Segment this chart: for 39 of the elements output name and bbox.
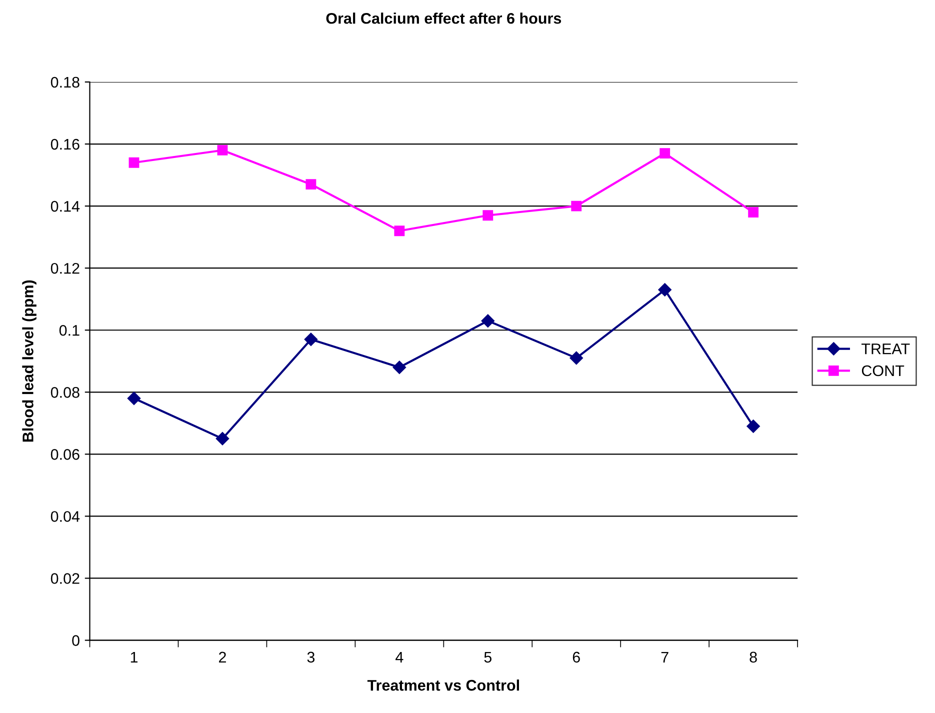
point (128, 157, 140, 168)
y-tick-label: 0.16 (50, 138, 80, 150)
y-tick-label: 0 (72, 635, 80, 646)
point (392, 360, 406, 374)
point (658, 283, 672, 296)
point (217, 145, 228, 156)
y-axis-title: Blood lead level (ppm) (22, 280, 36, 442)
point (481, 314, 494, 328)
legend-label: CONT (862, 365, 904, 376)
y-tick-label: 0.12 (50, 262, 80, 274)
x-tick-label: 6 (572, 652, 580, 663)
x-tick-label: 4 (396, 652, 404, 662)
y-tick-label: 0.02 (50, 573, 80, 584)
point (127, 392, 141, 405)
point (216, 432, 230, 446)
point (660, 148, 670, 159)
point (748, 207, 759, 218)
x-tick-label: 8 (750, 652, 757, 663)
y-tick-label: 0.06 (50, 449, 80, 460)
point (482, 210, 494, 221)
x-tick-label: 7 (661, 652, 668, 662)
y-tick-label: 0.14 (50, 200, 80, 212)
point (746, 420, 760, 433)
point (571, 200, 582, 212)
y-tick-label: 0.18 (50, 76, 80, 88)
chart-title: Oral Calcium effect after 6 hours (326, 12, 562, 24)
point (306, 179, 316, 190)
x-tick-label: 2 (218, 652, 226, 662)
y-tick-label: 0.08 (50, 387, 80, 398)
y-tick-label: 0.04 (50, 511, 80, 522)
x-axis-title: Treatment vs Control (367, 680, 519, 691)
y-tick-label: 0.1 (59, 324, 80, 336)
x-tick-label: 5 (484, 652, 492, 663)
legend-label: TREAT (862, 344, 910, 354)
point (570, 351, 583, 365)
point (304, 332, 318, 346)
point (394, 226, 405, 236)
x-tick-label: 3 (307, 652, 315, 663)
x-tick-label: 1 (130, 652, 138, 662)
